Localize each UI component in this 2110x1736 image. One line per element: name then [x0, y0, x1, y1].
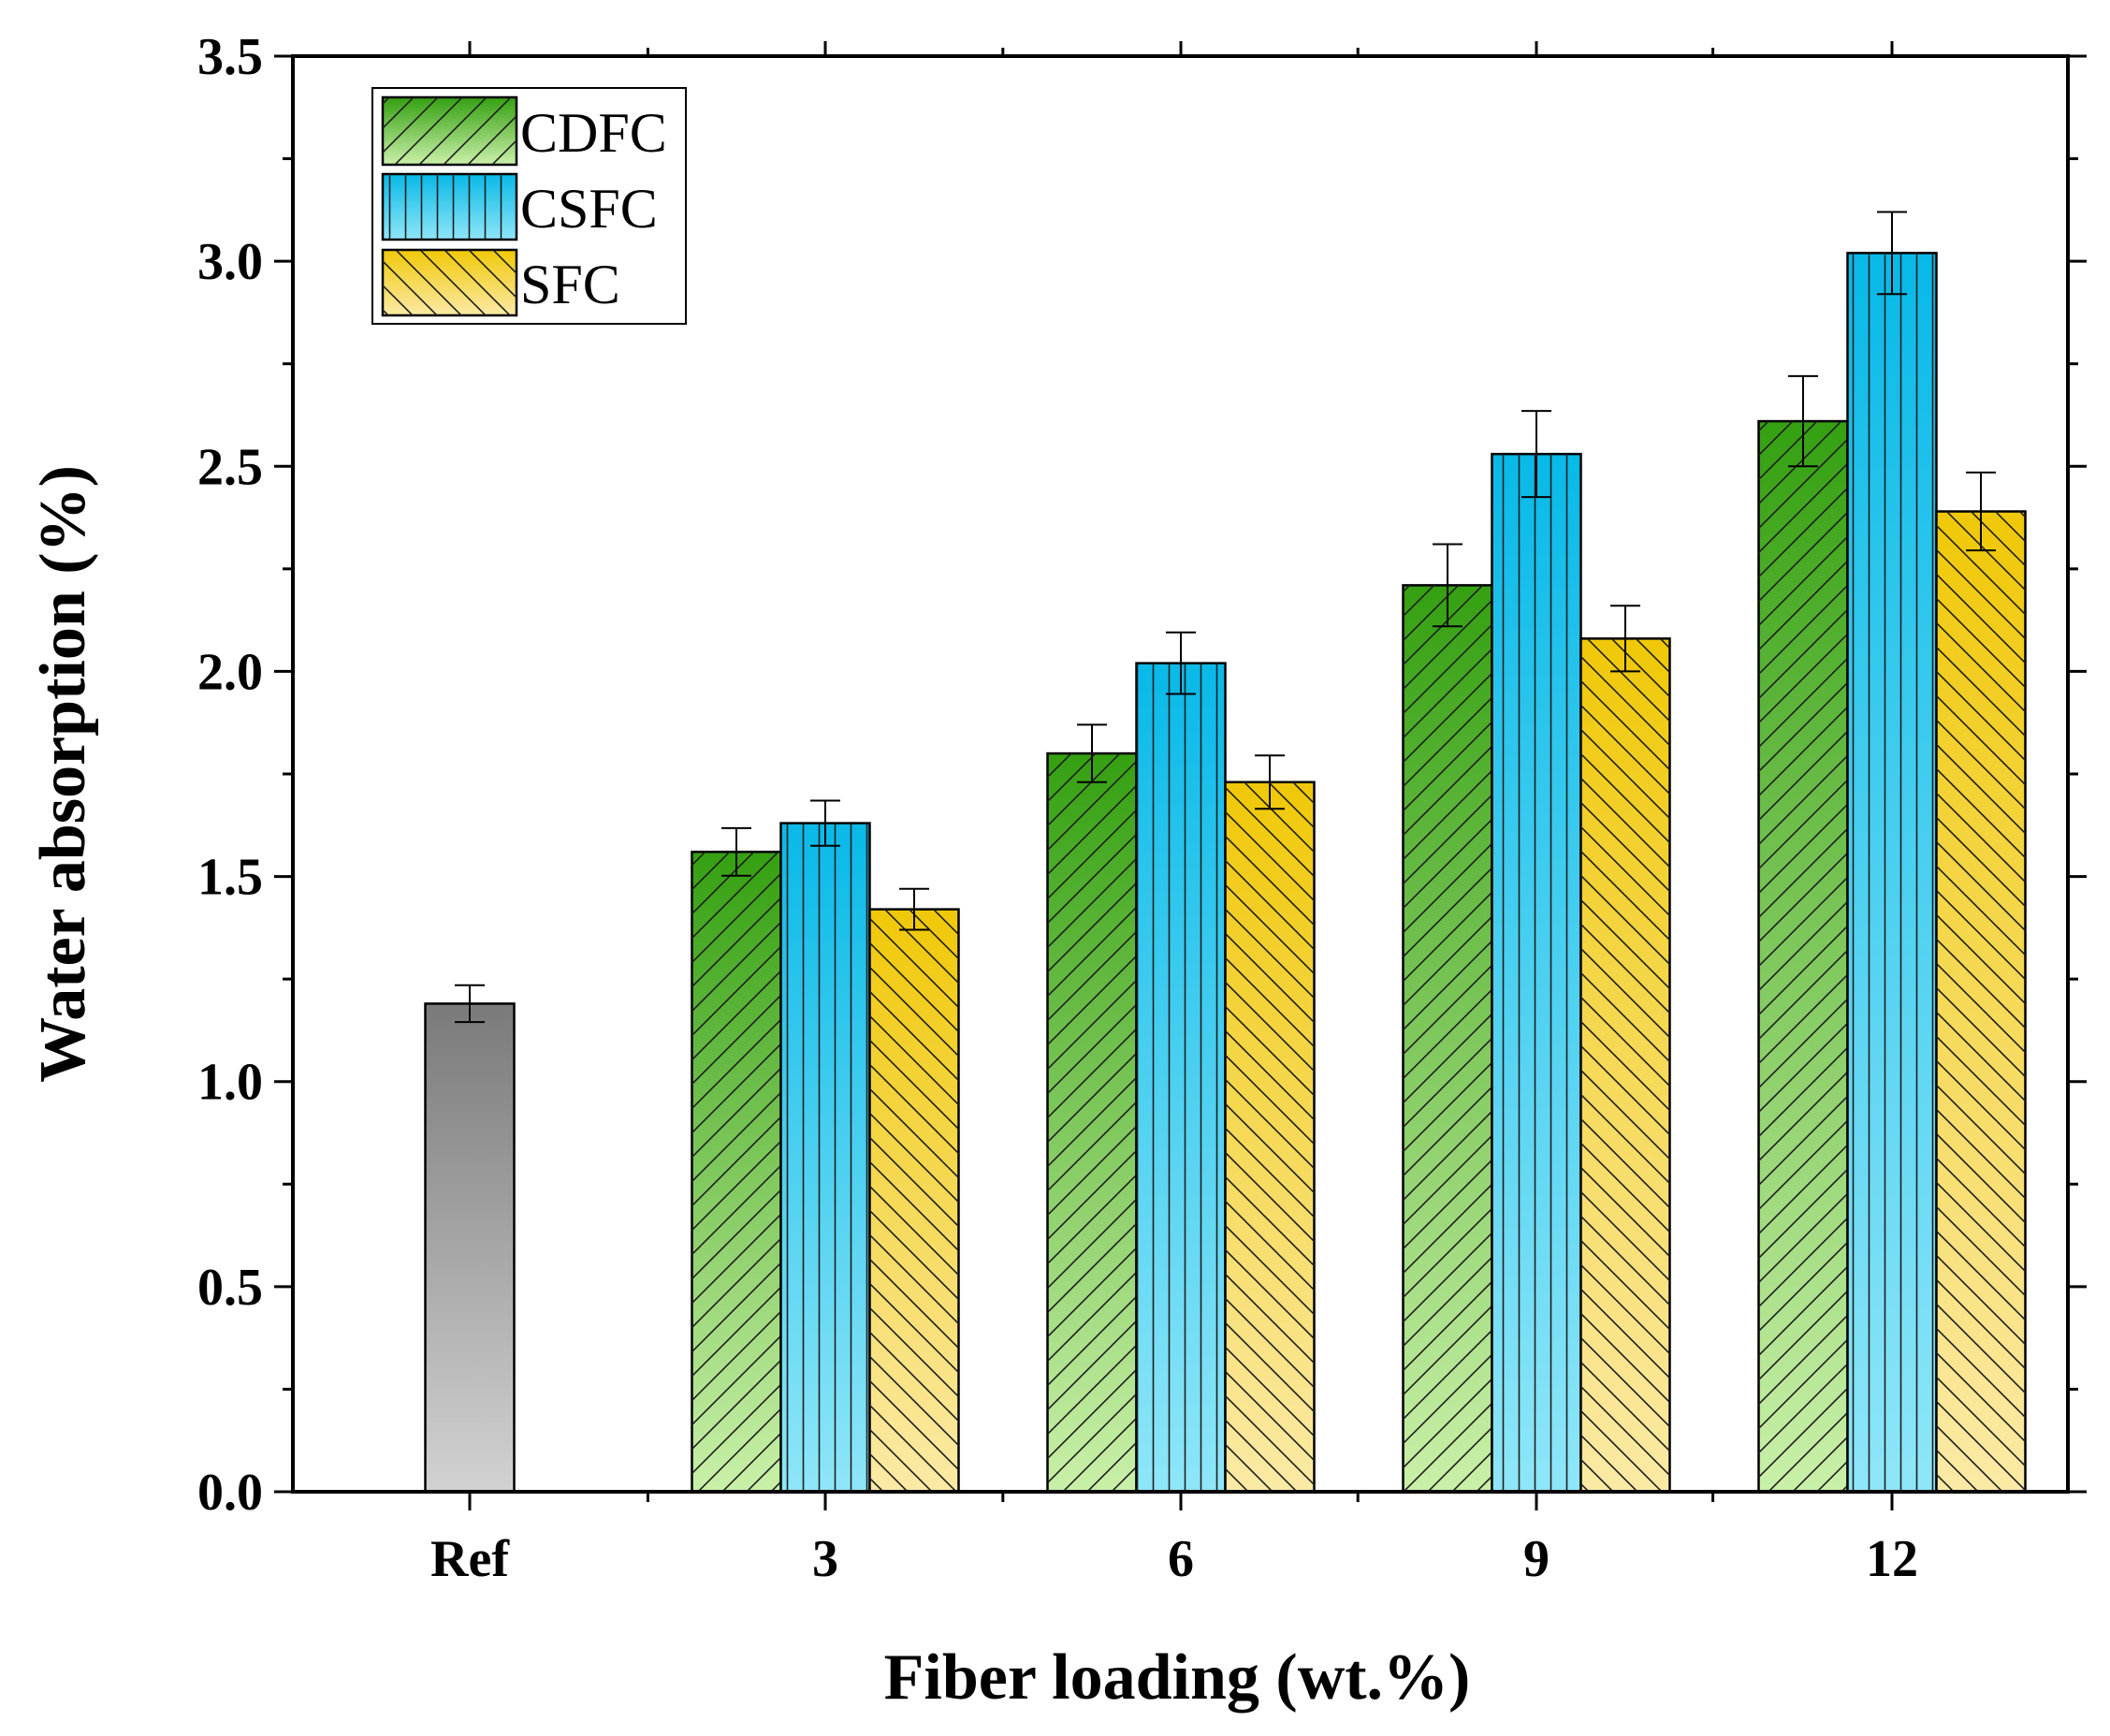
x-tick-label: 9	[1523, 1530, 1550, 1588]
x-tick-label: 3	[812, 1530, 838, 1588]
bar-sfc-3-hatch	[869, 909, 959, 1492]
bar-cdfc-3-hatch	[691, 852, 781, 1492]
legend: CDFC CSFC SFC	[371, 87, 687, 325]
bar-sfc-12-hatch	[1936, 511, 2026, 1493]
bar-csfc-3-hatch	[780, 823, 870, 1492]
bar-csfc-9-hatch	[1492, 454, 1581, 1492]
y-tick-label: 3.5	[197, 28, 263, 86]
x-axis: Ref 3 6 9 12	[430, 41, 1918, 1588]
x-tick-label: 6	[1168, 1530, 1194, 1588]
bar-cdfc-6-hatch	[1047, 753, 1137, 1492]
bar-sfc-6-hatch	[1225, 781, 1315, 1492]
x-tick-label: Ref	[430, 1530, 510, 1588]
bar-sfc-9-hatch	[1580, 638, 1670, 1492]
y-tick-label: 1.5	[197, 849, 263, 907]
bar-ref	[424, 1002, 516, 1494]
bar-cdfc-9-hatch	[1403, 585, 1492, 1492]
y-tick-label: 2.0	[197, 643, 263, 701]
bar-cdfc-12-hatch	[1758, 421, 1848, 1493]
y-tick-label: 1.0	[197, 1054, 263, 1112]
x-axis-title: Fiber loading (wt.%)	[884, 1641, 1471, 1714]
y-tick-label: 0.0	[197, 1464, 263, 1522]
y-axis: 0.0 0.5 1.0 1.5 2.0 2.5 3.0 3.5	[197, 28, 2087, 1522]
legend-swatch-csfc-hatch	[383, 174, 517, 240]
y-tick-label: 0.5	[197, 1259, 263, 1317]
y-tick-label: 3.0	[197, 233, 263, 291]
legend-label-cdfc: CDFC	[520, 102, 667, 164]
bar-csfc-6-hatch	[1136, 663, 1226, 1492]
bars-layer	[424, 252, 2027, 1494]
error-bars-layer	[455, 211, 1996, 1024]
bar-csfc-12-hatch	[1847, 253, 1937, 1492]
legend-label-csfc: CSFC	[520, 178, 658, 240]
x-tick-label: 12	[1866, 1530, 1918, 1588]
y-axis-title: Water absorption (%)	[27, 465, 99, 1083]
legend-swatch-sfc-hatch	[383, 250, 517, 315]
legend-swatch-cdfc-hatch	[383, 97, 517, 165]
y-tick-label: 2.5	[197, 438, 263, 496]
legend-label-sfc: SFC	[520, 254, 620, 315]
